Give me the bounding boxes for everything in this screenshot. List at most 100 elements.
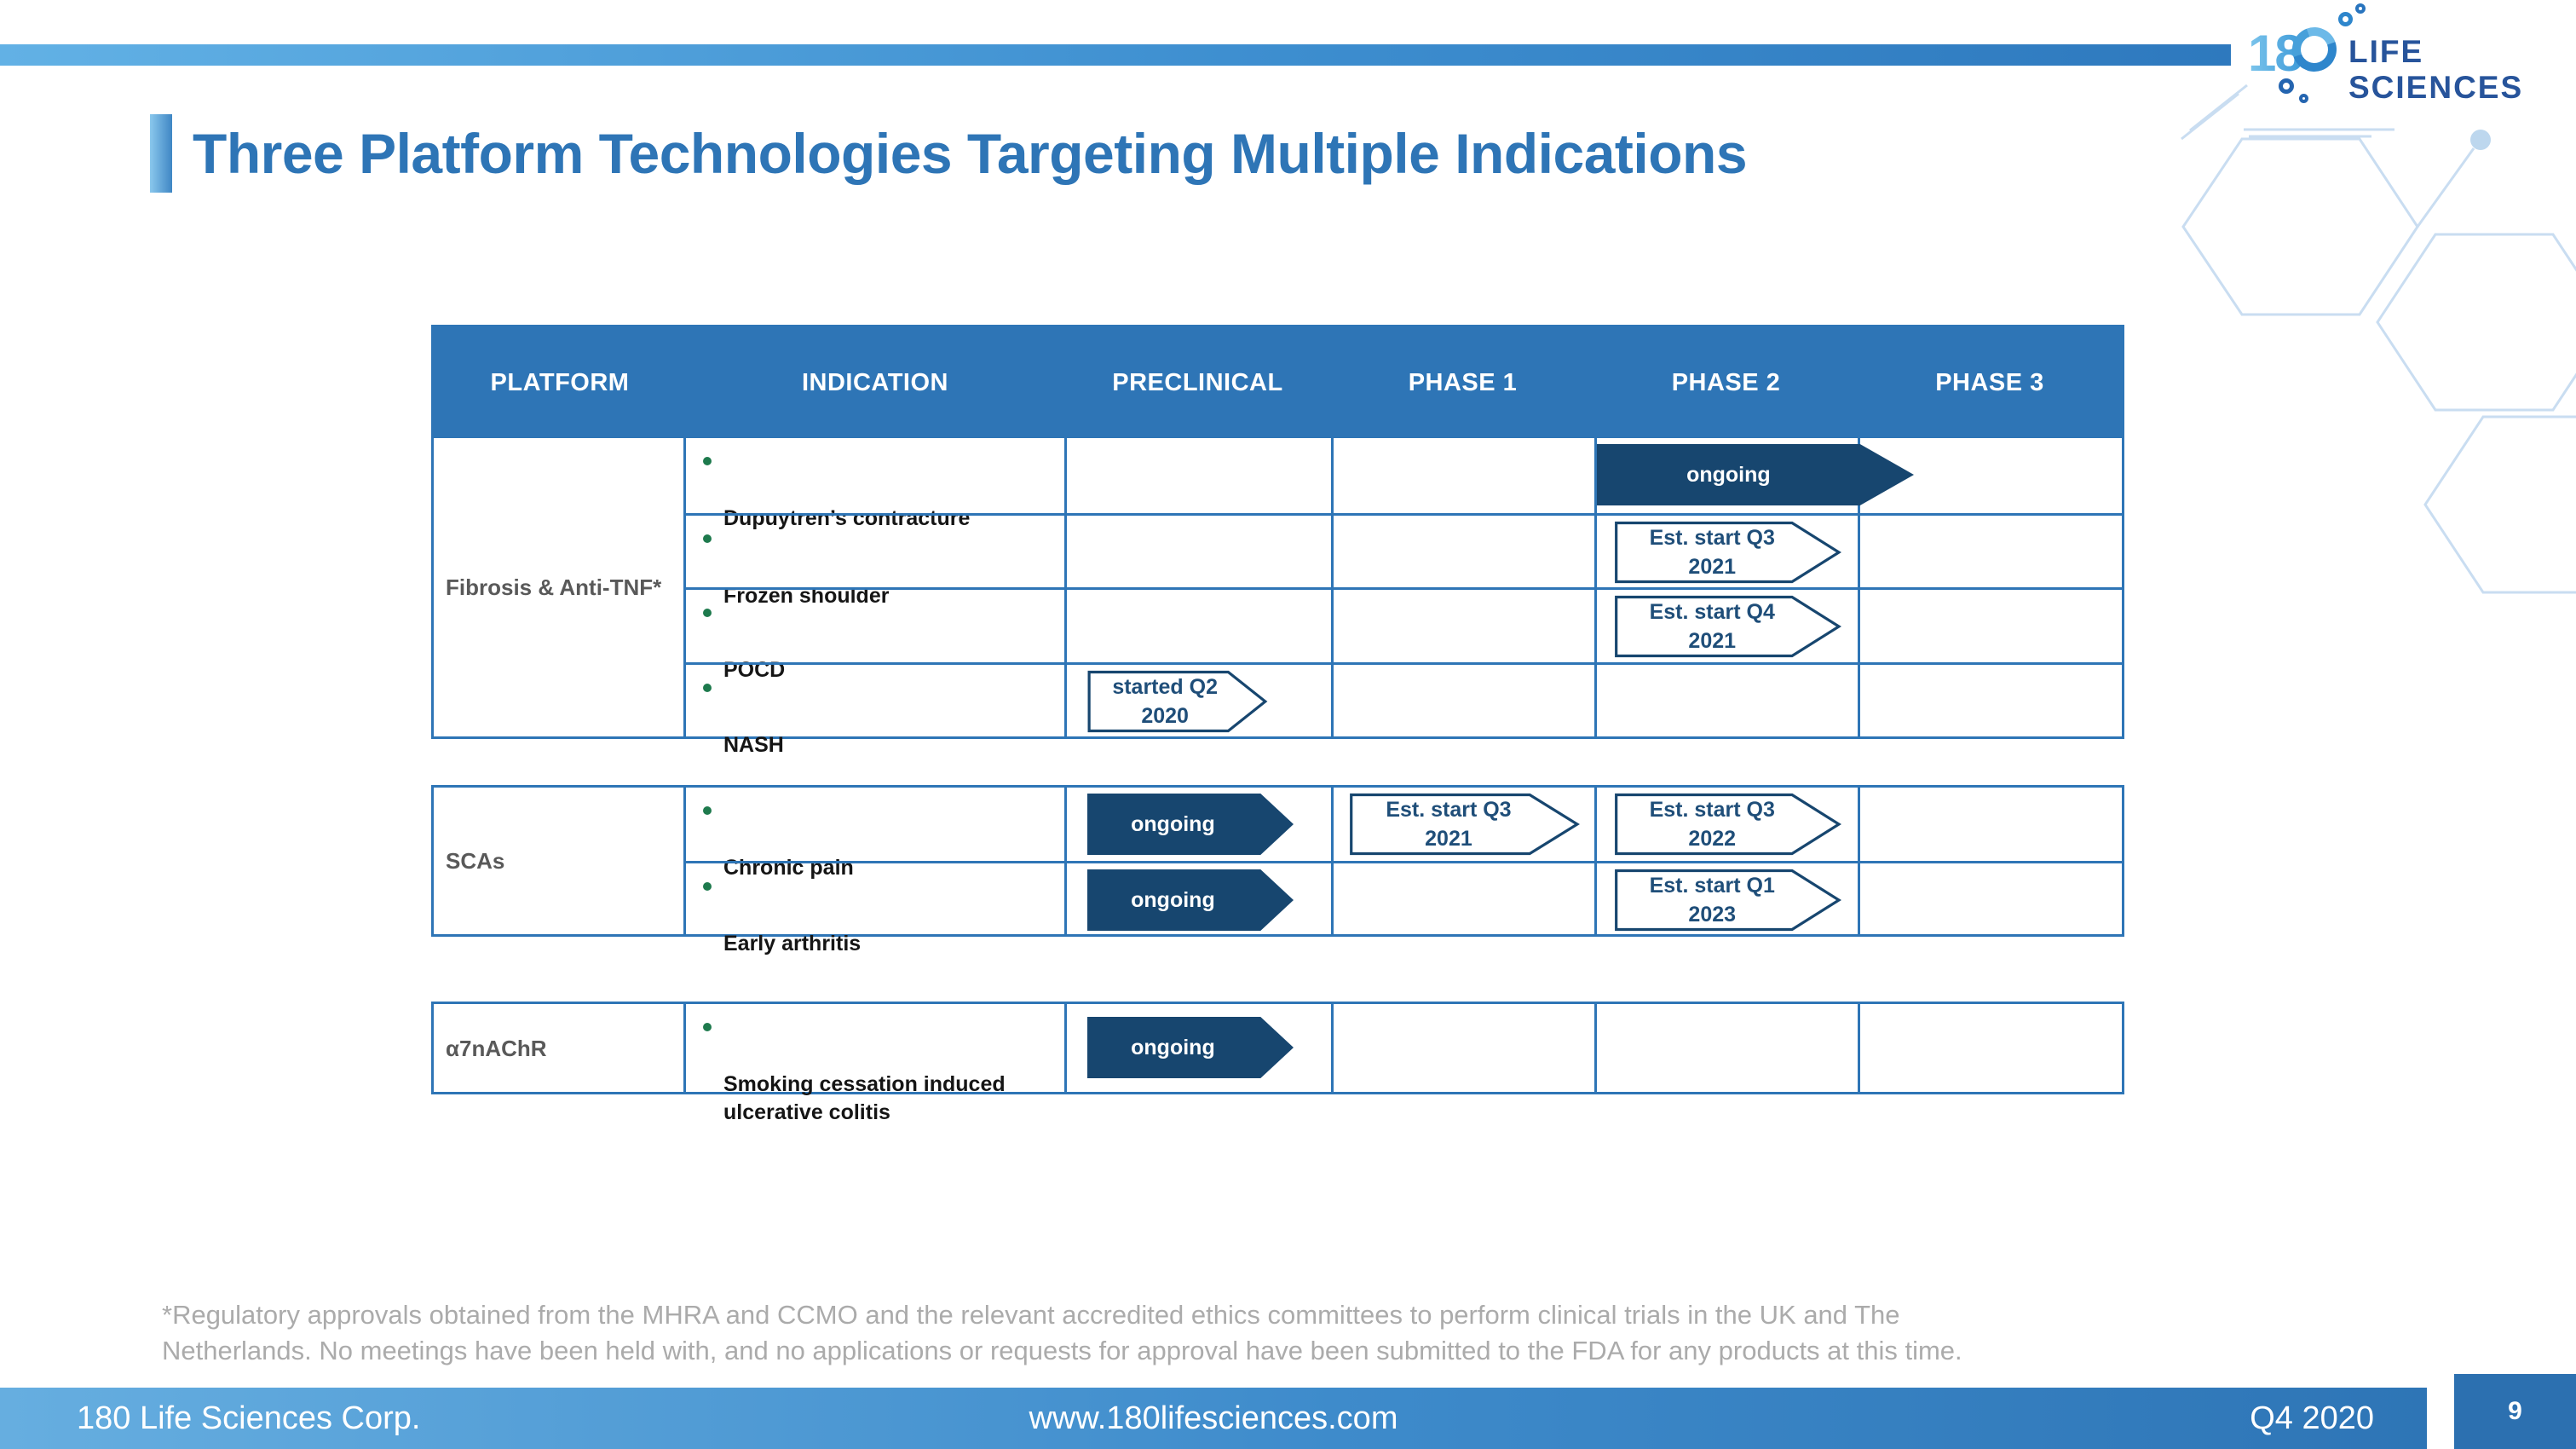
- table-header-row: PLATFORM INDICATION PRECLINICAL PHASE 1 …: [434, 327, 2122, 438]
- stage-cell-preclinical: ongoing: [1064, 788, 1331, 861]
- stage-cell-phase3: [1858, 515, 2122, 587]
- milestone-arrow-est-start: Est. start Q1 2023: [1614, 869, 1842, 931]
- milestone-arrow-ongoing: ongoing: [1087, 1017, 1294, 1078]
- bullet-icon: [703, 534, 712, 543]
- stage-cell-phase3: [1858, 788, 2122, 861]
- milestone-sublabel: 2021: [1425, 827, 1472, 851]
- indication-cell: POCD: [686, 590, 1064, 682]
- footer-company: 180 Life Sciences Corp.: [77, 1400, 421, 1436]
- table-row: Dupuytren’s contracture ongoing: [686, 438, 2122, 530]
- indication-label: Chronic pain: [723, 856, 854, 880]
- pipeline-table-scas: SCAs Chronic pain ongoing: [431, 785, 2124, 955]
- table-row: POCD Est. start Q4 2021: [686, 587, 2122, 682]
- logo-bubble-icon: [2355, 3, 2366, 14]
- stage-cell-phase1: [1331, 438, 1594, 513]
- milestone-arrow-ongoing: ongoing: [1087, 794, 1294, 855]
- platform-group-scas: SCAs Chronic pain ongoing: [434, 788, 2122, 955]
- regulatory-footnote: *Regulatory approvals obtained from the …: [162, 1297, 2394, 1369]
- pipeline-table-a7nachr: α7nAChR Smoking cessation induced ulcera…: [431, 1002, 2124, 1124]
- stage-cell-phase1: [1331, 1004, 1594, 1092]
- title-accent-bar: [150, 114, 172, 193]
- stage-cell-phase2: [1594, 1004, 1858, 1092]
- stage-cell-preclinical: [1064, 438, 1331, 513]
- table-row: Chronic pain ongoing Est. start Q3 2021: [686, 788, 2122, 880]
- page-number-box: 9: [2454, 1374, 2576, 1449]
- indication-cell: NASH: [686, 665, 1064, 757]
- bullet-icon: [703, 1023, 712, 1031]
- milestone-arrow-ongoing: ongoing: [1597, 444, 1914, 505]
- stage-cell-phase3: [1858, 590, 2122, 662]
- logo-bubble-icon: [2338, 12, 2353, 26]
- stage-cell-phase2: Est. start Q3 2022: [1594, 788, 1858, 861]
- bullet-icon: [703, 882, 712, 891]
- bullet-icon: [703, 683, 712, 692]
- molecule-dot: [2470, 130, 2491, 150]
- indication-cell: Smoking cessation induced ulcerative col…: [686, 1004, 1064, 1124]
- milestone-sublabel: 2023: [1688, 903, 1737, 927]
- table-row: Frozen shoulder Est. start Q3 2021: [686, 512, 2122, 608]
- column-header-platform: PLATFORM: [490, 368, 630, 396]
- indication-cell: Frozen shoulder: [686, 516, 1064, 608]
- stage-cell-phase3: [1858, 664, 2122, 736]
- column-header-phase2: PHASE 2: [1671, 368, 1781, 396]
- milestone-label: started Q2: [1112, 674, 1218, 699]
- stage-cell-phase1: [1331, 664, 1594, 736]
- milestone-sublabel: 2020: [1141, 703, 1189, 728]
- platform-group-a7nachr: α7nAChR Smoking cessation induced ulcera…: [434, 1004, 2122, 1124]
- milestone-label: Est. start Q3: [1649, 798, 1775, 822]
- indication-cell: Early arthritis: [686, 863, 1064, 955]
- logo-180-text: 18: [2248, 25, 2303, 82]
- column-header-phase3: PHASE 3: [1935, 368, 2044, 396]
- platform-label: α7nAChR: [434, 1004, 686, 1092]
- stage-cell-phase2: Est. start Q1 2023: [1594, 863, 1858, 934]
- top-accent-bar: [0, 44, 2231, 66]
- milestone-sublabel: 2021: [1688, 554, 1737, 579]
- milestone-label: Est. start Q1: [1649, 874, 1775, 898]
- stage-cell-preclinical: started Q2 2020: [1064, 664, 1331, 736]
- stage-cell-phase2: Est. start Q4 2021: [1594, 590, 1858, 662]
- milestone-arrow-started: started Q2 2020: [1087, 671, 1268, 732]
- stage-cell-phase1: [1331, 863, 1594, 934]
- column-header-indication: INDICATION: [801, 368, 948, 396]
- milestone-arrow-est-start: Est. start Q3 2021: [1614, 522, 1842, 583]
- platform-label: SCAs: [434, 788, 686, 934]
- company-logo: 18 LIFE SCIENCES: [2214, 3, 2563, 107]
- column-header-phase1: PHASE 1: [1408, 368, 1518, 396]
- milestone-label: Est. start Q4: [1649, 600, 1775, 624]
- footnote-line: Netherlands. No meetings have been held …: [162, 1336, 1962, 1365]
- stage-cell-phase1: [1331, 515, 1594, 587]
- footer-website: www.180lifesciences.com: [1029, 1400, 1398, 1436]
- milestone-label: ongoing: [1131, 1035, 1215, 1059]
- indication-label: Early arthritis: [723, 932, 862, 955]
- milestone-label: Est. start Q3: [1386, 798, 1512, 822]
- milestone-label: Est. start Q3: [1649, 525, 1775, 550]
- footer-period: Q4 2020: [2250, 1400, 2374, 1436]
- milestone-arrow-ongoing: ongoing: [1087, 869, 1294, 931]
- bullet-icon: [703, 609, 712, 617]
- stage-cell-phase3: [1858, 863, 2122, 934]
- page-number: 9: [2508, 1397, 2522, 1425]
- indication-label: Dupuytren’s contracture: [723, 506, 971, 530]
- table-row: Early arthritis ongoing Est. start Q1: [686, 861, 2122, 955]
- stage-cell-phase2: Est. start Q3 2021: [1594, 515, 1858, 587]
- milestone-sublabel: 2022: [1688, 827, 1737, 851]
- pipeline-table-fibrosis: PLATFORM INDICATION PRECLINICAL PHASE 1 …: [431, 325, 2124, 757]
- platform-label: Fibrosis & Anti-TNF*: [434, 438, 686, 736]
- milestone-arrow-est-start: Est. start Q3 2021: [1349, 794, 1581, 855]
- stage-cell-preclinical: [1064, 515, 1331, 587]
- milestone-label: ongoing: [1686, 462, 1771, 487]
- footer-bar: 180 Life Sciences Corp. www.180lifescien…: [0, 1388, 2427, 1449]
- bullet-icon: [703, 806, 712, 815]
- page-title: Three Platform Technologies Targeting Mu…: [193, 122, 1748, 185]
- indication-label: NASH: [723, 732, 784, 757]
- bullet-icon: [703, 457, 712, 465]
- logo-bubble-icon: [2279, 78, 2294, 94]
- stage-cell-preclinical: ongoing: [1064, 1004, 1331, 1092]
- stage-cell-preclinical: ongoing: [1064, 863, 1331, 934]
- stage-cell-phase2: [1594, 664, 1858, 736]
- platform-group-fibrosis: Fibrosis & Anti-TNF* Dupuytren’s contrac…: [434, 438, 2122, 757]
- milestone-sublabel: 2021: [1688, 629, 1737, 653]
- indication-label: Smoking cessation induced ulcerative col…: [723, 1072, 1006, 1124]
- footnote-line: *Regulatory approvals obtained from the …: [162, 1300, 1900, 1330]
